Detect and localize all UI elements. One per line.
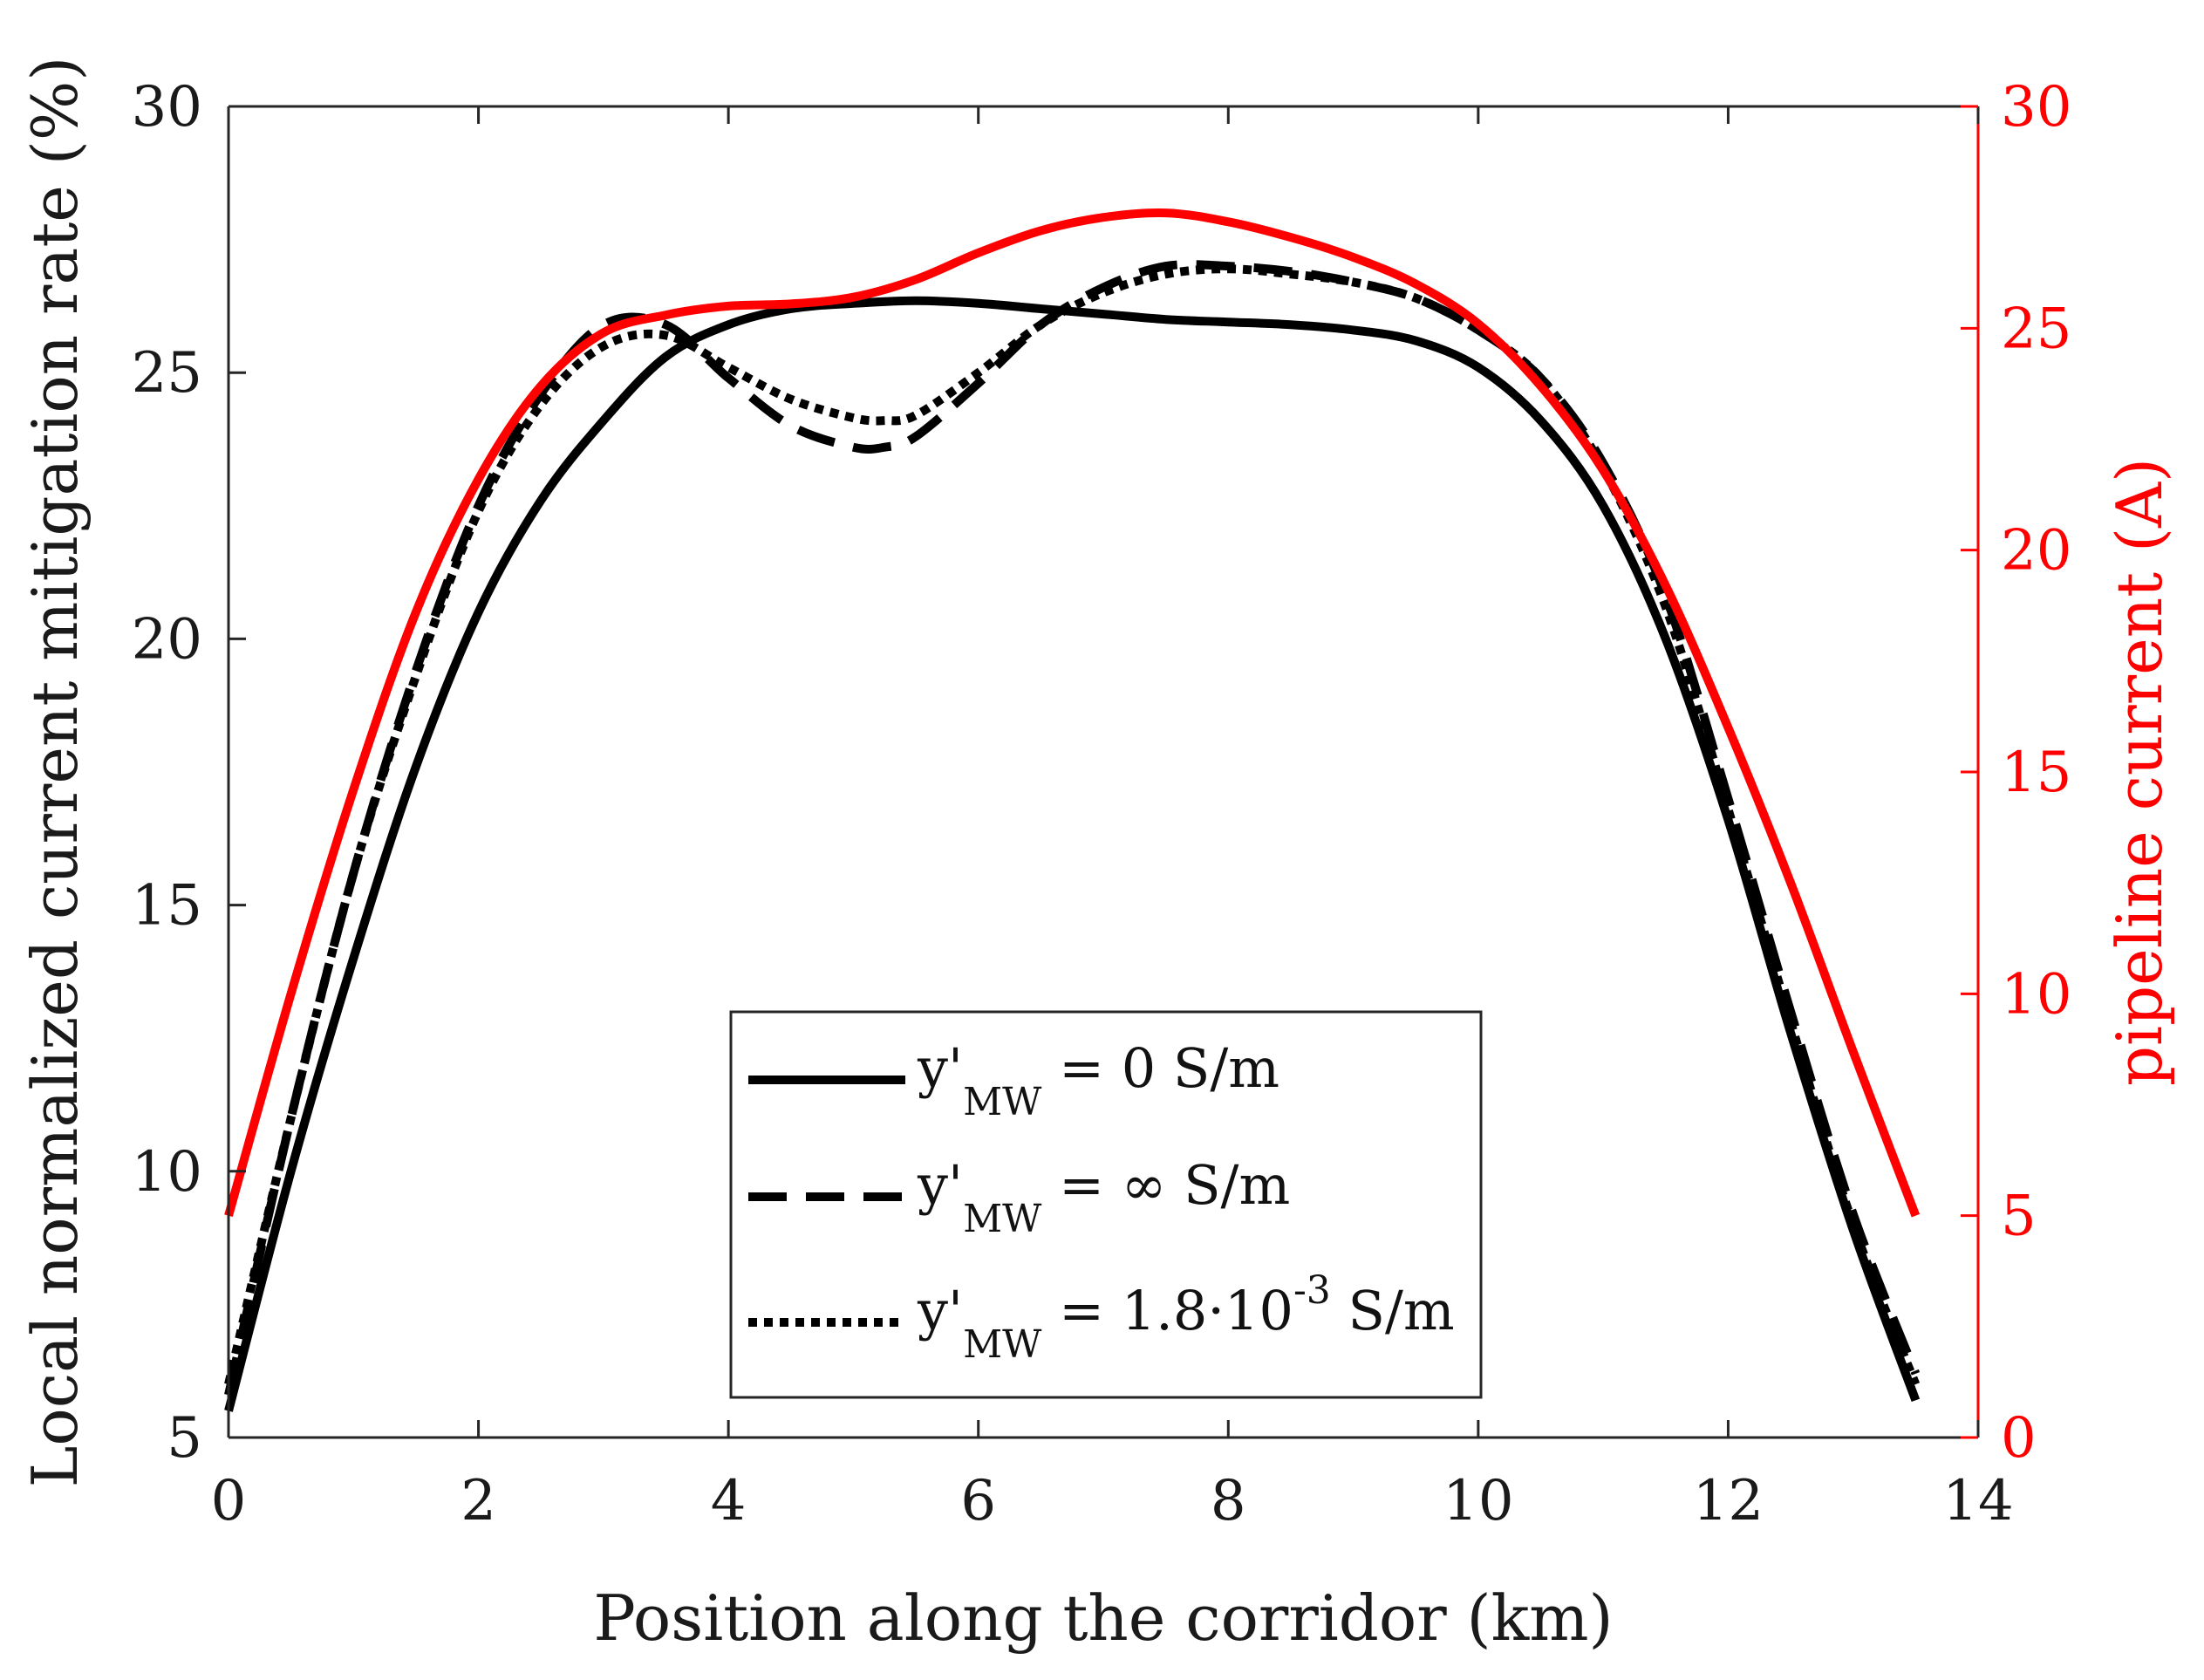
left-y-tick-label: 10	[132, 1140, 202, 1205]
x-tick-label: 6	[960, 1469, 996, 1533]
x-axis-title: Position along the corridor (km)	[593, 1581, 1613, 1655]
left-y-tick-label: 30	[132, 75, 202, 140]
series-layer	[224, 208, 1921, 1412]
legend: y'MW = 0 S/m y'MW = ∞ S/m y'MW = 1.8·10-3 …	[729, 1010, 1483, 1399]
right-y-tick-label: 20	[2001, 519, 2071, 584]
right-y-tick-label: 15	[2001, 741, 2071, 805]
right-y-tick-label: 5	[2001, 1185, 2037, 1249]
series-line-3	[224, 264, 1921, 1386]
x-tick-label: 10	[1443, 1469, 1513, 1533]
x-tick-label: 14	[1942, 1469, 2013, 1533]
left-y-tick-label: 25	[132, 341, 202, 406]
left-y-axis-title: Local normalized current mitigation rate…	[18, 57, 92, 1488]
right-y-tick-label: 25	[2001, 297, 2071, 361]
right-y-tick-label: 10	[2001, 962, 2071, 1027]
left-y-tick-label: 20	[132, 607, 202, 672]
legend-label-2: y'MW = ∞ S/m	[917, 1153, 1290, 1241]
left-y-tick-label: 5	[167, 1406, 202, 1471]
right-y-tick-label: 0	[2001, 1406, 2037, 1471]
axes-layer: 0 2 4 6 8 10 12 1451015202530051015202530Positi…	[18, 57, 2176, 1655]
right-y-axis-title: pipeline current (A)	[2103, 458, 2176, 1086]
legend-label-1: y'MW = 0 S/m	[917, 1036, 1279, 1124]
x-tick-label: 2	[461, 1469, 496, 1533]
series-line-4	[224, 208, 1921, 1218]
x-tick-label: 8	[1211, 1469, 1246, 1533]
x-tick-label: 12	[1693, 1469, 1764, 1533]
x-tick-label: 0	[211, 1469, 247, 1533]
legend-label-3: y'MW = 1.8·10-3 S/m	[917, 1268, 1455, 1367]
x-tick-label: 4	[711, 1469, 747, 1533]
left-y-tick-label: 15	[132, 874, 202, 939]
right-y-tick-label: 30	[2001, 75, 2071, 140]
